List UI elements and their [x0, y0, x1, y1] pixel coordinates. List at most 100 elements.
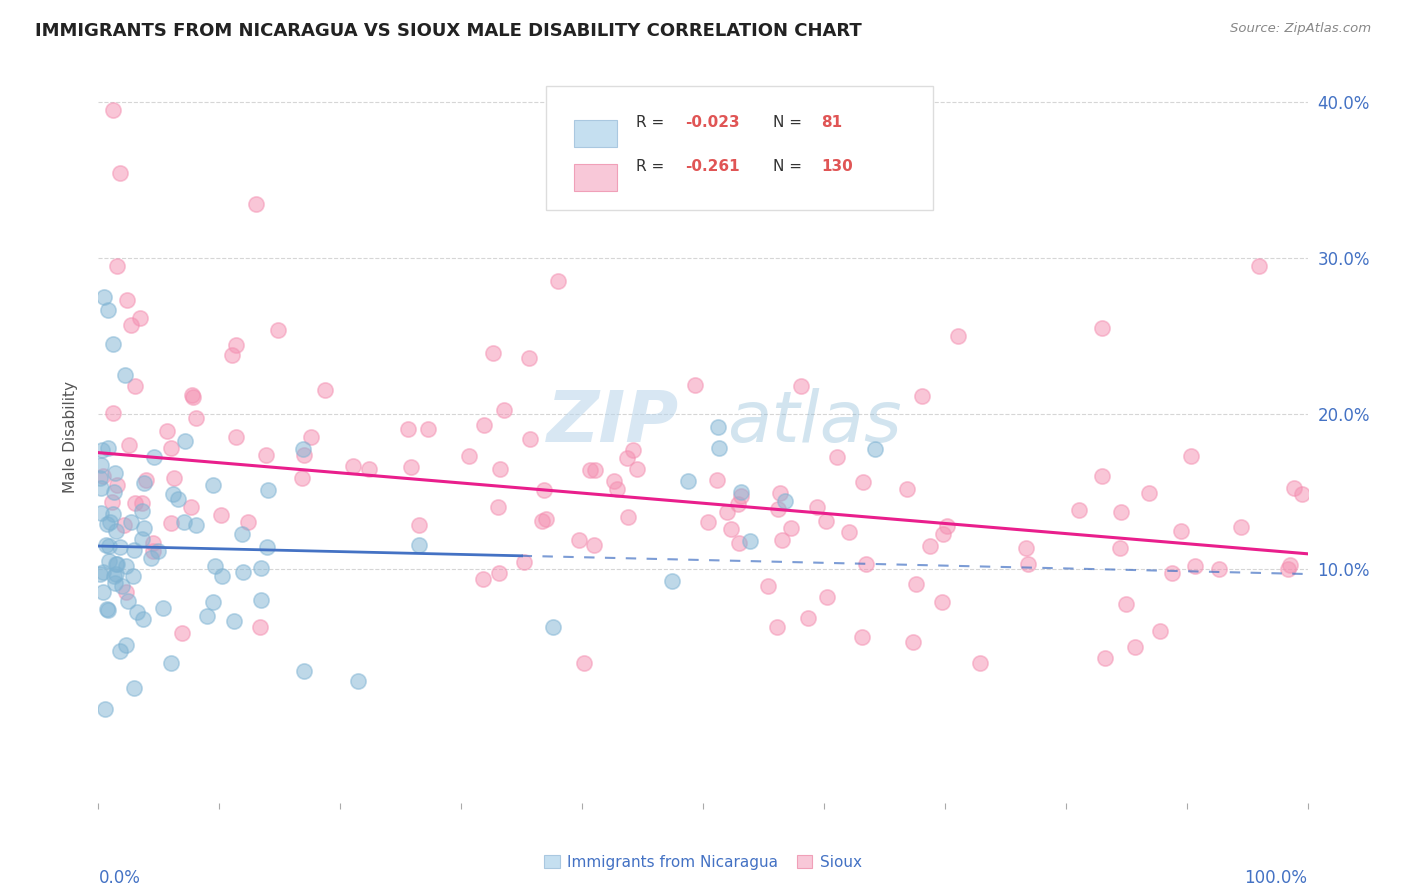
- Point: [181, 388, 204, 402]
- Point: [1230, 519, 1253, 533]
- Point: [195, 608, 218, 623]
- Point: [172, 626, 194, 640]
- Point: [93, 565, 115, 579]
- Point: [766, 502, 789, 516]
- Point: [458, 449, 481, 463]
- Point: [1017, 557, 1039, 571]
- Point: [342, 458, 364, 473]
- Point: [935, 519, 957, 533]
- Point: [852, 475, 875, 489]
- Point: [163, 470, 186, 484]
- Point: [1091, 469, 1114, 483]
- Point: [115, 559, 138, 574]
- Point: [838, 524, 860, 539]
- Point: [104, 576, 127, 591]
- Point: [541, 619, 564, 633]
- Point: [236, 516, 259, 530]
- Point: [683, 377, 706, 392]
- Point: [299, 430, 322, 444]
- Point: [254, 448, 277, 462]
- Point: [292, 442, 315, 456]
- Point: [401, 459, 423, 474]
- FancyBboxPatch shape: [546, 86, 932, 211]
- Point: [969, 656, 991, 670]
- Point: [773, 493, 796, 508]
- Point: [579, 463, 602, 477]
- Point: [146, 544, 169, 558]
- Point: [357, 462, 380, 476]
- Point: [142, 544, 165, 558]
- Point: [131, 532, 153, 546]
- Point: [96, 602, 118, 616]
- Point: [517, 351, 540, 366]
- Point: [790, 379, 813, 393]
- Point: [727, 536, 749, 550]
- Point: [118, 438, 141, 452]
- Point: [209, 508, 232, 523]
- Point: [531, 514, 554, 528]
- Point: [98, 516, 121, 530]
- Point: [583, 538, 606, 552]
- Point: [583, 463, 606, 477]
- Point: [706, 473, 728, 487]
- Point: [768, 485, 790, 500]
- Point: [231, 526, 253, 541]
- Text: 100.0%: 100.0%: [1244, 869, 1308, 887]
- Text: 130: 130: [821, 159, 853, 174]
- Point: [114, 585, 136, 599]
- Point: [90, 442, 112, 457]
- Point: [1170, 524, 1192, 538]
- Point: [257, 483, 280, 498]
- Point: [1091, 321, 1114, 335]
- Point: [134, 475, 156, 490]
- Point: [347, 674, 370, 689]
- Point: [93, 702, 115, 716]
- Point: [770, 533, 793, 548]
- Point: [132, 612, 155, 626]
- Text: N =: N =: [773, 115, 807, 130]
- Point: [707, 441, 730, 455]
- Point: [121, 515, 143, 529]
- Point: [250, 593, 273, 607]
- Point: [519, 432, 541, 446]
- Point: [1249, 259, 1271, 273]
- Point: [1282, 481, 1305, 495]
- Point: [115, 293, 138, 308]
- Point: [112, 518, 135, 533]
- Point: [727, 497, 749, 511]
- Point: [142, 535, 165, 549]
- Point: [825, 450, 848, 465]
- Point: [131, 504, 153, 518]
- Point: [232, 565, 254, 579]
- Point: [806, 500, 828, 514]
- Point: [184, 518, 207, 533]
- Point: [292, 664, 315, 678]
- Point: [90, 481, 112, 495]
- Point: [132, 521, 155, 535]
- Point: [89, 471, 111, 485]
- Point: [120, 318, 142, 333]
- Point: [211, 569, 233, 583]
- Point: [104, 557, 127, 571]
- Text: N =: N =: [773, 159, 807, 174]
- Point: [225, 429, 247, 443]
- Point: [139, 550, 162, 565]
- Point: [740, 533, 762, 548]
- Point: [758, 579, 780, 593]
- Point: [547, 275, 569, 289]
- Point: [103, 485, 125, 500]
- Point: [314, 383, 336, 397]
- Point: [98, 554, 121, 568]
- Point: [245, 196, 267, 211]
- Point: [201, 478, 224, 492]
- Point: [103, 568, 125, 582]
- Point: [626, 462, 648, 476]
- Point: [1277, 562, 1299, 576]
- Point: [716, 505, 738, 519]
- Point: [162, 487, 184, 501]
- Text: IMMIGRANTS FROM NICARAGUA VS SIOUX MALE DISABILITY CORRELATION CHART: IMMIGRANTS FROM NICARAGUA VS SIOUX MALE …: [35, 22, 862, 40]
- Point: [568, 533, 591, 547]
- Text: R =: R =: [637, 159, 669, 174]
- Point: [101, 336, 124, 351]
- Text: Source: ZipAtlas.com: Source: ZipAtlas.com: [1230, 22, 1371, 36]
